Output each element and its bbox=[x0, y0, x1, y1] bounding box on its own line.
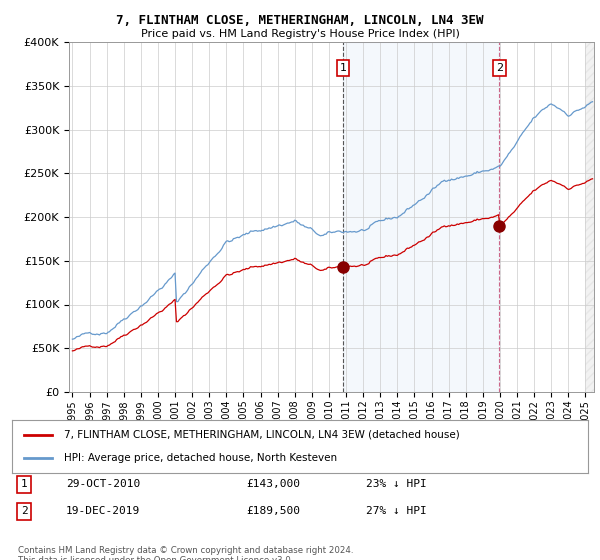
Text: 23% ↓ HPI: 23% ↓ HPI bbox=[366, 479, 427, 489]
Text: 1: 1 bbox=[340, 63, 347, 73]
Text: 2: 2 bbox=[20, 506, 28, 516]
Bar bbox=[586, 42, 594, 392]
Text: 7, FLINTHAM CLOSE, METHERINGHAM, LINCOLN, LN4 3EW (detached house): 7, FLINTHAM CLOSE, METHERINGHAM, LINCOLN… bbox=[64, 430, 460, 440]
Text: 7, FLINTHAM CLOSE, METHERINGHAM, LINCOLN, LN4 3EW: 7, FLINTHAM CLOSE, METHERINGHAM, LINCOLN… bbox=[116, 14, 484, 27]
Text: Contains HM Land Registry data © Crown copyright and database right 2024.
This d: Contains HM Land Registry data © Crown c… bbox=[18, 546, 353, 560]
Text: 19-DEC-2019: 19-DEC-2019 bbox=[66, 506, 140, 516]
Text: 1: 1 bbox=[20, 479, 28, 489]
Bar bbox=[343, 42, 499, 392]
Text: Price paid vs. HM Land Registry's House Price Index (HPI): Price paid vs. HM Land Registry's House … bbox=[140, 29, 460, 39]
Text: HPI: Average price, detached house, North Kesteven: HPI: Average price, detached house, Nort… bbox=[64, 453, 337, 463]
Text: 27% ↓ HPI: 27% ↓ HPI bbox=[366, 506, 427, 516]
Text: 29-OCT-2010: 29-OCT-2010 bbox=[66, 479, 140, 489]
Text: 2: 2 bbox=[496, 63, 503, 73]
Text: £143,000: £143,000 bbox=[246, 479, 300, 489]
Text: £189,500: £189,500 bbox=[246, 506, 300, 516]
